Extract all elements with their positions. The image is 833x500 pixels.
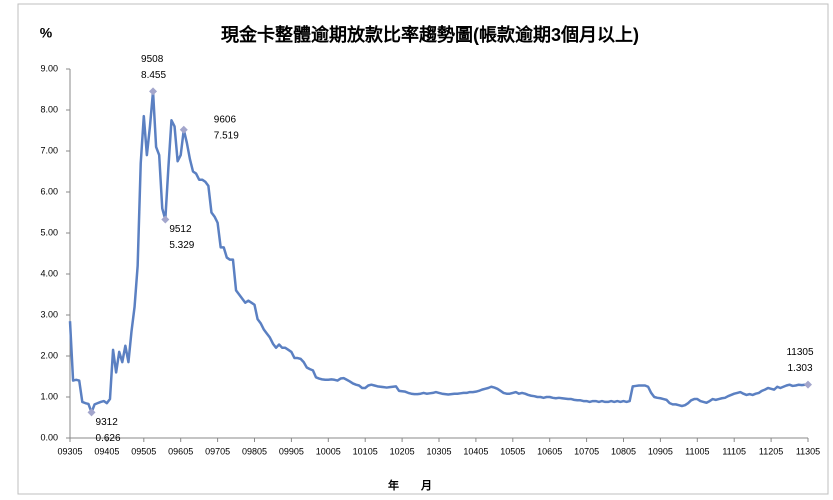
- annotation-value: 8.455: [141, 70, 166, 81]
- y-tick-label: 6.00: [40, 186, 58, 196]
- x-tick-label: 09305: [57, 446, 82, 456]
- annotation-value: 7.519: [214, 130, 239, 141]
- x-tick-label: 10605: [537, 446, 562, 456]
- annotation-marker: [161, 215, 170, 224]
- y-tick-label: 3.00: [40, 309, 58, 319]
- x-tick-label: 10905: [648, 446, 673, 456]
- annotation-marker: [149, 87, 158, 96]
- annotation-label: 9606: [214, 114, 237, 125]
- y-tick-label: 4.00: [40, 268, 58, 278]
- x-tick-label: 09505: [131, 446, 156, 456]
- y-tick-label: 1.00: [40, 391, 58, 401]
- x-tick-label: 11205: [759, 446, 783, 456]
- x-tick-label: 11105: [722, 446, 746, 456]
- x-tick-label: 10805: [611, 446, 636, 456]
- x-tick-label: 09405: [94, 446, 119, 456]
- x-tick-label: 09805: [242, 446, 267, 456]
- annotation-label: 9512: [169, 224, 192, 235]
- x-tick-label: 10105: [353, 446, 378, 456]
- y-tick-label: 7.00: [40, 145, 58, 155]
- chart-title: 現金卡整體逾期放款比率趨勢圖(帳款逾期3個月以上): [221, 24, 639, 45]
- y-tick-label: 0.00: [40, 432, 58, 442]
- annotation-label: 9312: [96, 417, 119, 428]
- y-axis-label: %: [40, 25, 53, 41]
- annotation-label: 11305: [786, 347, 814, 358]
- annotation-value: 5.329: [169, 240, 194, 251]
- y-tick-label: 5.00: [40, 227, 58, 237]
- annotation-marker: [87, 408, 96, 417]
- y-tick-label: 2.00: [40, 350, 58, 360]
- x-tick-label: 09605: [168, 446, 193, 456]
- y-tick-label: 8.00: [40, 104, 58, 114]
- x-axis-label: 年 月: [388, 478, 432, 492]
- series-line: [68, 90, 809, 414]
- x-tick-label: 10305: [426, 446, 451, 456]
- x-tick-label: 09905: [279, 446, 304, 456]
- chart-frame: [17, 3, 829, 495]
- y-tick-label: 9.00: [40, 63, 58, 73]
- x-tick-label: 11305: [796, 446, 820, 456]
- annotation-value: 1.303: [787, 363, 812, 374]
- x-tick-label: 10405: [463, 446, 488, 456]
- annotation-value: 0.626: [96, 433, 121, 444]
- annotation-label: 9508: [141, 54, 164, 65]
- x-tick-label: 10505: [500, 446, 525, 456]
- x-tick-label: 10205: [390, 446, 415, 456]
- x-tick-label: 11005: [685, 446, 709, 456]
- annotation-marker: [179, 125, 188, 134]
- annotation-marker: [804, 380, 812, 389]
- x-tick-label: 10005: [316, 446, 341, 456]
- x-tick-label: 10705: [574, 446, 599, 456]
- x-tick-label: 09705: [205, 446, 230, 456]
